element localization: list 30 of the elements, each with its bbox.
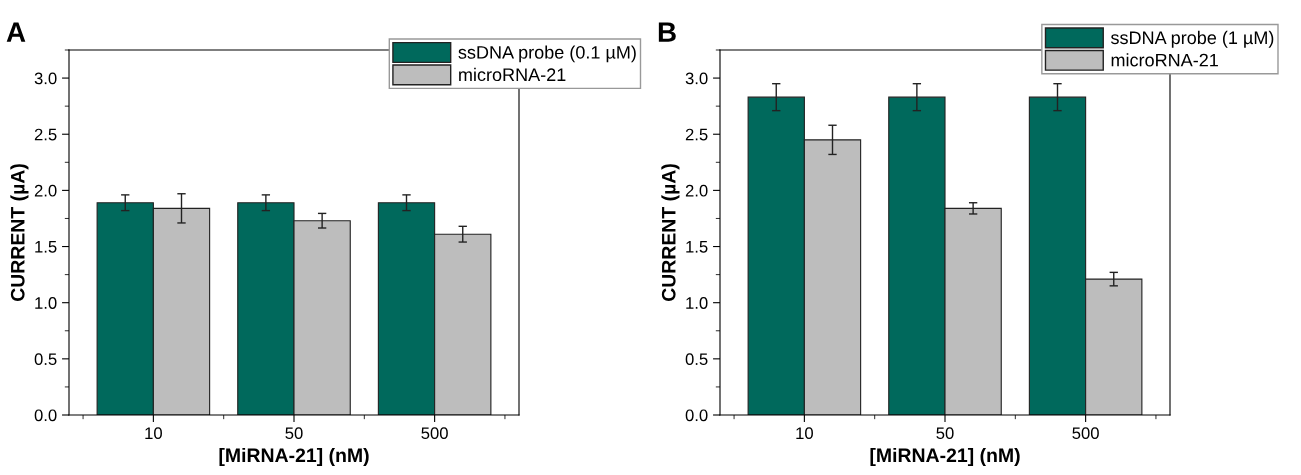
- x-axis-title: [MiRNA-21] (nM): [219, 447, 369, 467]
- y-tick-label: 3.0: [34, 72, 57, 85]
- legend-label: microRNA-21: [1111, 53, 1218, 67]
- legend-label: microRNA-21: [459, 67, 566, 82]
- y-tick-label: 0.5: [685, 353, 708, 366]
- y-tick-label: 2.5: [685, 128, 708, 141]
- x-tick-label: 500: [1072, 427, 1099, 440]
- x-tick-label: 10: [796, 427, 813, 440]
- y-tick-label: 3.0: [685, 72, 708, 85]
- x-tick-label: 50: [285, 427, 303, 440]
- legend-label: ssDNA probe (1 µM): [1110, 30, 1274, 48]
- y-tick-label: 2.5: [34, 128, 57, 141]
- y-tick-label: 1.0: [686, 297, 708, 309]
- y-tick-label: 0.0: [685, 409, 708, 422]
- chart-title: A: [6, 22, 26, 42]
- y-tick-label: 0.5: [34, 353, 57, 366]
- chart-title: B: [658, 22, 676, 42]
- y-tick-label: 1.5: [686, 241, 708, 253]
- x-tick-label: 500: [421, 427, 448, 440]
- y-tick-label: 2.0: [685, 184, 708, 197]
- y-tick-label: 0.0: [34, 409, 57, 422]
- x-axis-title: [MiRNA-21] (nM): [870, 447, 1020, 467]
- y-axis-title: CURRENT (µA): [661, 164, 680, 302]
- legend-label: ssDNA probe (0.1 µM): [458, 45, 636, 63]
- y-tick-label: 1.5: [35, 241, 57, 253]
- y-axis-title: CURRENT (µA): [10, 164, 29, 302]
- x-tick-label: 50: [936, 427, 954, 440]
- y-tick-label: 1.0: [35, 297, 57, 309]
- x-tick-label: 10: [145, 427, 162, 440]
- y-tick-label: 2.0: [34, 184, 57, 197]
